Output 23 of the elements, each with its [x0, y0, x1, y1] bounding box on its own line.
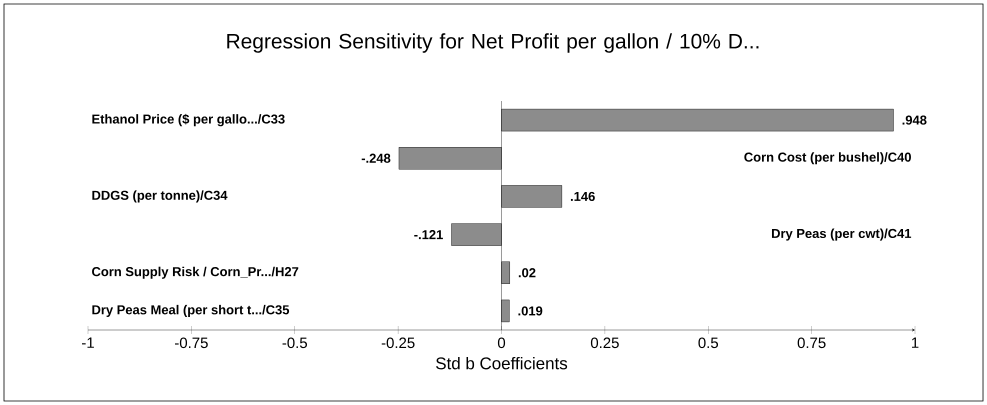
- data-label: .948: [902, 116, 927, 125]
- y-tick-label: Dry Peas Meal (per short t.../C35: [92, 304, 290, 317]
- y-tick-label: Corn Supply Risk / Corn_Pr.../H27: [92, 266, 298, 279]
- x-tick-label: -0.75: [175, 338, 208, 348]
- x-tick-label: 0.5: [698, 338, 718, 348]
- data-label: -.121: [414, 230, 443, 240]
- chart-title: Regression Sensitivity for Net Profit per gallon / 10% D...: [227, 33, 758, 53]
- y-tick-label: DDGS (per tonne)/C34: [92, 190, 228, 202]
- x-tick-label: -0.25: [382, 338, 415, 348]
- data-label: .146: [570, 192, 595, 202]
- data-label: .019: [518, 306, 542, 316]
- x-tick-label: -0.5: [282, 338, 308, 348]
- data-label: .02: [518, 268, 536, 278]
- x-tick-label: -1: [82, 338, 94, 348]
- y-tick-label: Corn Cost (per bushel)/C40: [744, 152, 911, 164]
- x-axis-title: Std b Coefficients: [436, 356, 568, 370]
- y-tick-label: Ethanol Price ($ per gallo.../C33: [92, 114, 285, 126]
- x-tick-label: 0: [498, 338, 506, 348]
- x-tick-label: 0.25: [590, 338, 619, 348]
- y-tick-label: Dry Peas (per cwt)/C41: [772, 228, 912, 241]
- x-tick-label: 0.75: [798, 338, 826, 348]
- data-label: -.248: [362, 154, 390, 163]
- x-tick-label: 1: [912, 338, 918, 348]
